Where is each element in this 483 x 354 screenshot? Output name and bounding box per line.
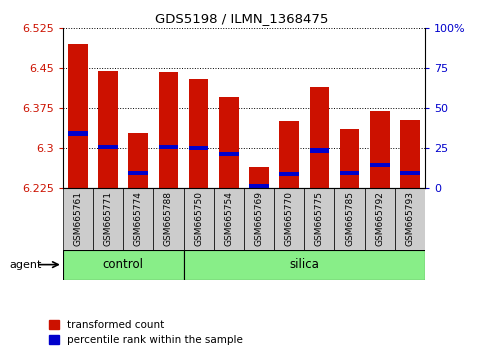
Bar [274,188,304,250]
Text: GSM665788: GSM665788 [164,191,173,246]
Bar [244,188,274,250]
Bar [279,121,299,188]
Bar [98,71,118,188]
Bar [63,188,93,250]
Bar [154,188,184,250]
Text: GSM665793: GSM665793 [405,191,414,246]
Text: GSM665750: GSM665750 [194,191,203,246]
Text: GSM665792: GSM665792 [375,191,384,246]
Bar [340,171,359,175]
Bar [123,188,154,250]
Bar [340,129,359,188]
Bar [189,145,209,150]
Text: agent: agent [10,259,42,270]
Text: GSM665771: GSM665771 [103,191,113,246]
Bar [219,152,239,156]
Bar [68,131,88,136]
Bar [93,188,123,250]
Legend: transformed count, percentile rank within the sample: transformed count, percentile rank withi… [49,320,243,345]
Bar [184,250,425,280]
Bar [98,144,118,149]
Bar [400,171,420,175]
Bar [395,188,425,250]
Text: GSM665770: GSM665770 [284,191,294,246]
Bar [213,188,244,250]
Bar [249,184,269,188]
Bar [63,250,184,280]
Bar [279,172,299,176]
Text: GSM665775: GSM665775 [315,191,324,246]
Bar [249,167,269,188]
Bar [310,148,329,153]
Bar [68,44,88,188]
Text: GDS5198 / ILMN_1368475: GDS5198 / ILMN_1368475 [155,12,328,25]
Text: GSM665785: GSM665785 [345,191,354,246]
Bar [304,188,334,250]
Text: GSM665769: GSM665769 [255,191,264,246]
Bar [370,110,390,188]
Bar [400,120,420,188]
Text: GSM665761: GSM665761 [73,191,83,246]
Bar [158,72,178,188]
Bar [219,97,239,188]
Text: silica: silica [289,258,319,271]
Text: control: control [103,258,143,271]
Bar [365,188,395,250]
Text: GSM665774: GSM665774 [134,191,143,246]
Bar [310,87,329,188]
Bar [128,171,148,175]
Bar [334,188,365,250]
Bar [370,162,390,167]
Bar [128,133,148,188]
Text: GSM665754: GSM665754 [224,191,233,246]
Bar [184,188,213,250]
Bar [189,79,209,188]
Bar [158,144,178,149]
